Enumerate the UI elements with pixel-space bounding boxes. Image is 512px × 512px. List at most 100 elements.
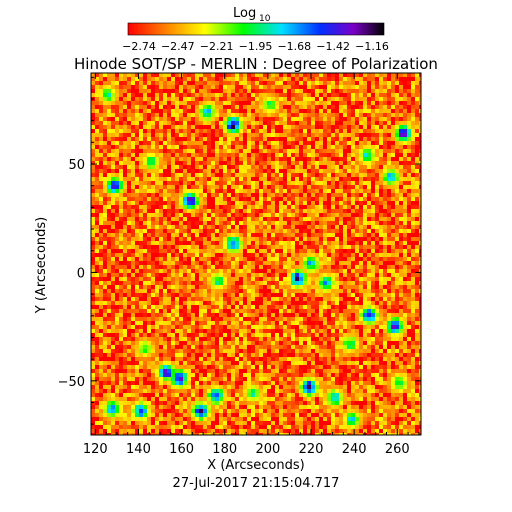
heatmap-cell [243, 101, 247, 105]
heatmap-cell [291, 217, 295, 221]
heatmap-cell [199, 213, 203, 217]
heatmap-cell [239, 93, 243, 97]
heatmap-cell [135, 217, 139, 221]
heatmap-cell [311, 193, 315, 197]
heatmap-cell [111, 213, 115, 217]
heatmap-cell [391, 165, 395, 169]
heatmap-cell [299, 169, 303, 173]
heatmap-cell [271, 165, 275, 169]
heatmap-cell [227, 149, 231, 153]
heatmap-cell [111, 125, 115, 129]
heatmap-cell [175, 201, 179, 205]
heatmap-cell [383, 257, 387, 261]
heatmap-cell [415, 285, 419, 289]
heatmap-cell [223, 121, 227, 125]
heatmap-cell [399, 105, 403, 109]
heatmap-cell [367, 201, 371, 205]
heatmap-cell [295, 237, 299, 241]
heatmap-cell [267, 265, 271, 269]
heatmap-cell [219, 117, 223, 121]
heatmap-cell [199, 209, 203, 213]
heatmap-cell [119, 109, 123, 113]
heatmap-cell [379, 189, 383, 193]
heatmap-cell [107, 129, 111, 133]
heatmap-cell [159, 277, 163, 281]
heatmap-cell [323, 105, 327, 109]
heatmap-cell [163, 129, 167, 133]
heatmap-cell [347, 189, 351, 193]
heatmap-cell [167, 177, 171, 181]
heatmap-cell [255, 281, 259, 285]
heatmap-cell [203, 269, 207, 273]
heatmap-cell [419, 269, 421, 273]
heatmap-cell [315, 181, 319, 185]
heatmap-cell [359, 109, 363, 113]
heatmap-cell [103, 285, 107, 289]
heatmap-cell [283, 157, 287, 161]
heatmap-cell [295, 137, 299, 141]
heatmap-cell [355, 309, 359, 313]
heatmap-cell [339, 305, 343, 309]
heatmap-cell [347, 105, 351, 109]
heatmap-cell [167, 105, 171, 109]
heatmap-cell [231, 285, 235, 289]
heatmap-cell [335, 121, 339, 125]
heatmap-cell [199, 281, 203, 285]
heatmap-cell [163, 297, 167, 301]
heatmap-cell [195, 101, 199, 105]
heatmap-cell [407, 125, 411, 129]
heatmap-cell [207, 301, 211, 305]
heatmap-cell [347, 153, 351, 157]
heatmap-cell [291, 205, 295, 209]
heatmap-cell [179, 73, 183, 77]
heatmap-cell [419, 149, 421, 153]
heatmap-cell [411, 121, 415, 125]
heatmap-cell [395, 249, 399, 253]
heatmap-cell [207, 133, 211, 137]
heatmap-cell [155, 137, 159, 141]
heatmap-cell [327, 293, 331, 297]
heatmap-cell [199, 101, 203, 105]
heatmap-cell [347, 253, 351, 257]
heatmap-cell [123, 269, 127, 273]
heatmap-cell [419, 181, 421, 185]
heatmap-cell [283, 293, 287, 297]
heatmap-cell [163, 253, 167, 257]
heatmap-cell [283, 133, 287, 137]
heatmap-cell [183, 213, 187, 217]
heatmap-cell [171, 305, 175, 309]
heatmap-cell [347, 197, 351, 201]
heatmap-cell [395, 289, 399, 293]
heatmap-cell [347, 145, 351, 149]
heatmap-cell [119, 217, 123, 221]
heatmap-cell [271, 117, 275, 121]
heatmap-cell [387, 121, 391, 125]
heatmap-cell [219, 113, 223, 117]
heatmap-cell [371, 193, 375, 197]
heatmap-cell [127, 289, 131, 293]
heatmap-cell [215, 193, 219, 197]
heatmap-cell [371, 185, 375, 189]
heatmap-cell [143, 169, 147, 173]
heatmap-cell [171, 157, 175, 161]
heatmap-cell [359, 157, 363, 161]
heatmap-cell [335, 197, 339, 201]
heatmap-cell [387, 133, 391, 137]
heatmap-cell [315, 125, 319, 129]
heatmap-cell [387, 181, 391, 185]
heatmap-cell [295, 169, 299, 173]
heatmap-cell [223, 233, 227, 237]
colorbar-tick-label: −2.47 [161, 40, 195, 53]
heatmap-cell [211, 97, 215, 101]
heatmap-cell [387, 129, 391, 133]
heatmap-cell [287, 149, 291, 153]
heatmap-cell [159, 157, 163, 161]
heatmap-cell [323, 81, 327, 85]
heatmap-cell [295, 181, 299, 185]
heatmap-cell [239, 73, 243, 77]
heatmap-cell [271, 293, 275, 297]
heatmap-cell [291, 153, 295, 157]
heatmap-cell [127, 113, 131, 117]
heatmap-cell [395, 141, 399, 145]
heatmap-cell [315, 173, 319, 177]
